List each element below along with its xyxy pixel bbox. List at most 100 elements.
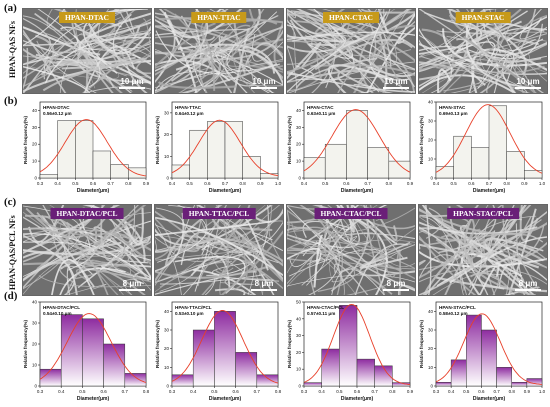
y-axis-label: Relative frequency(%): [23, 116, 28, 164]
histogram-bar: [303, 157, 326, 179]
sem-image-stac-pcl: HPAN-STAC/PCL 8 μm: [418, 204, 548, 296]
y-tick-label: 10: [32, 363, 38, 368]
x-tick-label: 0.5: [463, 389, 470, 394]
series-name: HPAN-STAC/PCL: [439, 305, 476, 310]
x-tick-label: 0.6: [343, 181, 350, 186]
series-name: HPAN-CTAC/PCL: [307, 305, 344, 310]
y-tick-label: 30: [296, 333, 302, 338]
x-tick-label: 0.7: [372, 389, 379, 394]
scale-bar: 8 μm: [383, 279, 409, 291]
fit-curve: [39, 119, 147, 177]
x-tick-label: 0.9: [407, 181, 414, 186]
x-tick-label: 0.9: [521, 181, 528, 186]
x-tick-label: 0.8: [275, 389, 282, 394]
x-axis-label: Diameter(μm): [341, 188, 374, 194]
y-tick-label: 10: [296, 367, 302, 372]
histogram-bar: [526, 378, 543, 387]
fiber-texture: [419, 9, 547, 93]
x-tick-label: 0.8: [143, 389, 150, 394]
scale-label: 10 μm: [120, 77, 144, 86]
y-tick-label: 40: [32, 300, 38, 305]
x-tick-label: 0.7: [486, 181, 493, 186]
y-tick-label: 20: [32, 342, 38, 347]
histogram-dtac: 0.3 0.4 0.5 0.6 0.7 0.8 0.9 0 10 20 30 40 Diameter(μ…: [22, 98, 150, 194]
scale-bar: 10 μm: [251, 77, 277, 89]
histogram-bar: [82, 318, 104, 387]
sem-image-ttac: HPAN-TTAC 10 μm: [154, 8, 284, 94]
x-tick-label: 0.5: [187, 181, 194, 186]
x-tick-label: 0.9: [524, 389, 531, 394]
x-axis-label: Diameter(μm): [341, 396, 374, 402]
y-axis-label: Relative frequency(%): [155, 320, 160, 368]
histogram-bar: [256, 374, 279, 387]
x-tick-label: 0.6: [468, 181, 475, 186]
histogram-bar: [388, 160, 411, 179]
y-tick-label: 30: [164, 110, 170, 115]
x-tick-label: 0.4: [169, 181, 176, 186]
series-name: HPAN-STAC: [439, 105, 466, 110]
y-tick-label: 0: [34, 176, 37, 181]
y-tick-label: 10: [164, 365, 170, 370]
panel-label-c: (c): [4, 196, 17, 208]
sem-tag: HPAN-TTAC/PCL: [182, 208, 256, 219]
y-tick-label: 20: [164, 346, 170, 351]
histogram-bar: [75, 120, 94, 179]
fiber-texture: [23, 9, 151, 93]
x-tick-label: 0.9: [407, 389, 414, 394]
x-axis-label: Diameter(μm): [209, 396, 242, 402]
histogram-bar: [214, 311, 236, 387]
panel-label-d: (d): [4, 290, 18, 302]
histogram-dtac-pcl: 0.3 0.4 0.5 0.6 0.7 0.8 0 10 20 30 40 Diameter(μm) R…: [22, 298, 150, 403]
series-stat: 0.56±0.12 μm: [43, 111, 72, 116]
y-tick-label: 20: [428, 346, 434, 351]
x-tick-label: 0.5: [451, 181, 458, 186]
x-tick-label: 0.3: [169, 389, 176, 394]
scale-bar: 8 μm: [515, 279, 541, 291]
histogram-bar: [496, 367, 512, 387]
histogram-bar: [260, 173, 279, 179]
histogram-bar: [471, 147, 490, 179]
sem-tag: HPAN-DTAC/PCL: [50, 208, 124, 219]
series-stat: 0.69±0.13 μm: [439, 111, 468, 116]
x-axis-label: Diameter(μm): [473, 188, 506, 194]
x-axis-label: Diameter(μm): [209, 188, 242, 194]
histogram-bar: [321, 348, 340, 387]
y-tick-label: 0: [166, 176, 169, 181]
x-tick-label: 0.5: [336, 389, 343, 394]
histogram-bar: [435, 382, 452, 387]
x-tick-label: 0.5: [322, 181, 329, 186]
histogram-bar: [60, 314, 83, 387]
y-tick-label: 10: [296, 159, 302, 164]
y-tick-label: 20: [296, 350, 302, 355]
histogram-bar: [488, 105, 507, 179]
x-tick-label: 1.0: [539, 389, 546, 394]
fit-curve: [171, 310, 279, 384]
histogram-bar: [92, 150, 111, 179]
x-tick-label: 0.9: [257, 181, 264, 186]
y-tick-label: 40: [164, 309, 170, 314]
y-axis-label: Relative frequency(%): [23, 320, 28, 368]
x-tick-label: 0.7: [364, 181, 371, 186]
fiber-texture: [287, 9, 415, 93]
histogram-bar: [481, 329, 497, 387]
sem-image-ctac-pcl: HPAN-CTAC/PCL 8 μm: [286, 204, 416, 296]
y-tick-label: 40: [428, 309, 434, 314]
scale-bar: 10 μm: [119, 77, 145, 89]
x-axis-label: Diameter(μm): [77, 188, 110, 194]
x-tick-label: 0.7: [222, 181, 229, 186]
series-stat: 0.64±0.12 μm: [175, 111, 204, 116]
series-name: HPAN-DTAC: [43, 105, 70, 110]
y-tick-label: 0: [430, 176, 433, 181]
y-tick-label: 30: [164, 328, 170, 333]
x-tick-label: 0.5: [211, 389, 218, 394]
x-tick-label: 1.0: [539, 181, 546, 186]
scale-label: 8 μm: [518, 279, 538, 288]
y-tick-label: 0: [298, 176, 301, 181]
histogram-bar: [466, 314, 482, 387]
sem-tag: HPAN-CTAC/PCL: [314, 208, 388, 219]
histogram-bar: [511, 382, 528, 387]
scale-label: 8 μm: [122, 279, 142, 288]
x-tick-label: 0.4: [55, 181, 62, 186]
y-tick-label: 50: [296, 300, 302, 305]
y-tick-label: 10: [428, 157, 434, 162]
